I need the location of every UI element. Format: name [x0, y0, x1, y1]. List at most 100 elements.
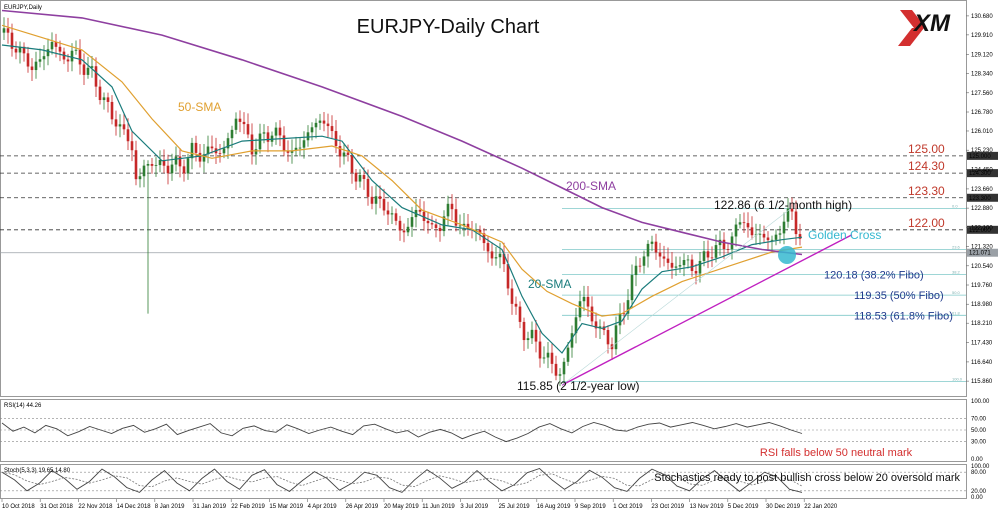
x-tick-label: 14 Dec 2018	[117, 504, 152, 510]
candle-body	[142, 165, 146, 177]
candle-body	[74, 49, 78, 51]
candle-body	[510, 288, 514, 304]
current-price-tag: 121.071	[969, 251, 991, 257]
stoch-tick-label: 80.00	[971, 470, 987, 476]
level-label: 123.30	[908, 184, 945, 198]
candle-body	[86, 67, 90, 75]
candle-body	[94, 66, 98, 87]
candle-body	[318, 120, 322, 123]
chart-title: EURJPY-Daily Chart	[357, 16, 540, 38]
candle-body	[646, 243, 650, 257]
candle-body	[702, 251, 706, 261]
candle-body	[114, 119, 118, 127]
price-candles	[2, 17, 802, 387]
level-label: 125.00	[908, 142, 945, 156]
candle-body	[286, 150, 290, 153]
candle-body	[422, 211, 426, 221]
candle-body	[502, 253, 506, 265]
fibo-label: 120.18 (38.2% Fibo)	[824, 270, 924, 282]
y-tick-label: 117.430	[971, 340, 993, 346]
candle-body	[198, 152, 202, 162]
candle-body	[262, 132, 266, 134]
y-tick-label: 130.680	[971, 14, 993, 20]
candle-body	[22, 46, 26, 54]
candle-body	[618, 313, 622, 326]
candle-body	[130, 141, 134, 151]
candle-body	[50, 41, 54, 50]
candle-body	[210, 146, 214, 149]
x-tick-label: 30 Dec 2019	[766, 504, 801, 510]
candle-body	[566, 347, 570, 362]
candle-body	[734, 224, 738, 237]
candle-body	[714, 245, 718, 258]
y-tick-label: 122.880	[971, 206, 993, 212]
candle-body	[678, 265, 682, 267]
candle-body	[218, 153, 222, 155]
candle-body	[690, 259, 694, 272]
candle-body	[742, 222, 746, 224]
candle-body	[458, 225, 462, 227]
candle-body	[266, 132, 270, 142]
y-tick-label: 125.230	[971, 148, 993, 154]
candle-body	[34, 61, 38, 71]
candle-body	[122, 124, 126, 130]
candle-body	[590, 306, 594, 322]
candle-body	[370, 196, 374, 204]
candle-body	[346, 152, 350, 155]
candle-body	[682, 260, 686, 266]
x-tick-label: 23 Oct 2019	[651, 504, 684, 510]
candle-body	[630, 275, 634, 301]
y-tick-label: 126.780	[971, 110, 993, 116]
candle-body	[782, 221, 786, 234]
candle-body	[750, 227, 754, 236]
x-tick-label: 10 Oct 2018	[2, 504, 35, 510]
candle-body	[542, 357, 546, 359]
x-tick-label: 15 Mar 2019	[269, 504, 303, 510]
rsi-tick-label: 70.00	[971, 416, 987, 422]
candle-body	[638, 265, 642, 267]
candle-body	[118, 124, 122, 127]
fibo-diagonal	[561, 207, 793, 386]
candle-body	[686, 259, 690, 261]
x-tick-label: 22 Feb 2019	[231, 504, 265, 510]
candle-body	[574, 317, 578, 334]
candle-body	[374, 196, 378, 204]
candle-body	[634, 265, 638, 276]
candle-body	[290, 150, 294, 153]
candle-body	[46, 49, 50, 57]
candle-body	[242, 121, 246, 125]
candle-body	[358, 175, 362, 182]
candle-body	[526, 338, 530, 341]
candle-body	[294, 147, 298, 151]
candle-body	[546, 352, 550, 358]
candle-body	[462, 223, 466, 226]
candle-body	[170, 164, 174, 174]
rsi-label: RSI(14) 44.26	[4, 403, 42, 409]
candle-body	[498, 253, 502, 258]
candle-body	[10, 32, 14, 49]
candle-body	[522, 321, 526, 341]
level-price-tag-bg	[967, 151, 998, 160]
candle-body	[778, 233, 782, 235]
y-tick-label: 129.120	[971, 52, 993, 58]
candle-body	[398, 220, 402, 231]
level-price-tag: 125.000	[969, 154, 991, 160]
candle-body	[26, 53, 30, 67]
level-label: 122.00	[908, 216, 945, 230]
candle-body	[298, 147, 302, 149]
candle-body	[106, 97, 110, 102]
candle-body	[506, 264, 510, 289]
time-axis: 10 Oct 2018 31 Oct 2018 22 Nov 2018 14 Dec …	[1, 499, 838, 510]
candle-body	[446, 203, 450, 217]
candle-body	[518, 306, 522, 322]
candle-body	[658, 252, 662, 257]
candle-body	[586, 296, 590, 307]
x-tick-label: 3 Jul 2019	[460, 504, 488, 510]
candle-body	[238, 118, 242, 122]
x-tick-label: 22 Nov 2018	[78, 504, 113, 510]
candle-body	[206, 146, 210, 155]
level-price-tag-bg	[967, 193, 998, 202]
support-trendline	[561, 234, 853, 386]
xm-logo: XM	[898, 10, 951, 46]
